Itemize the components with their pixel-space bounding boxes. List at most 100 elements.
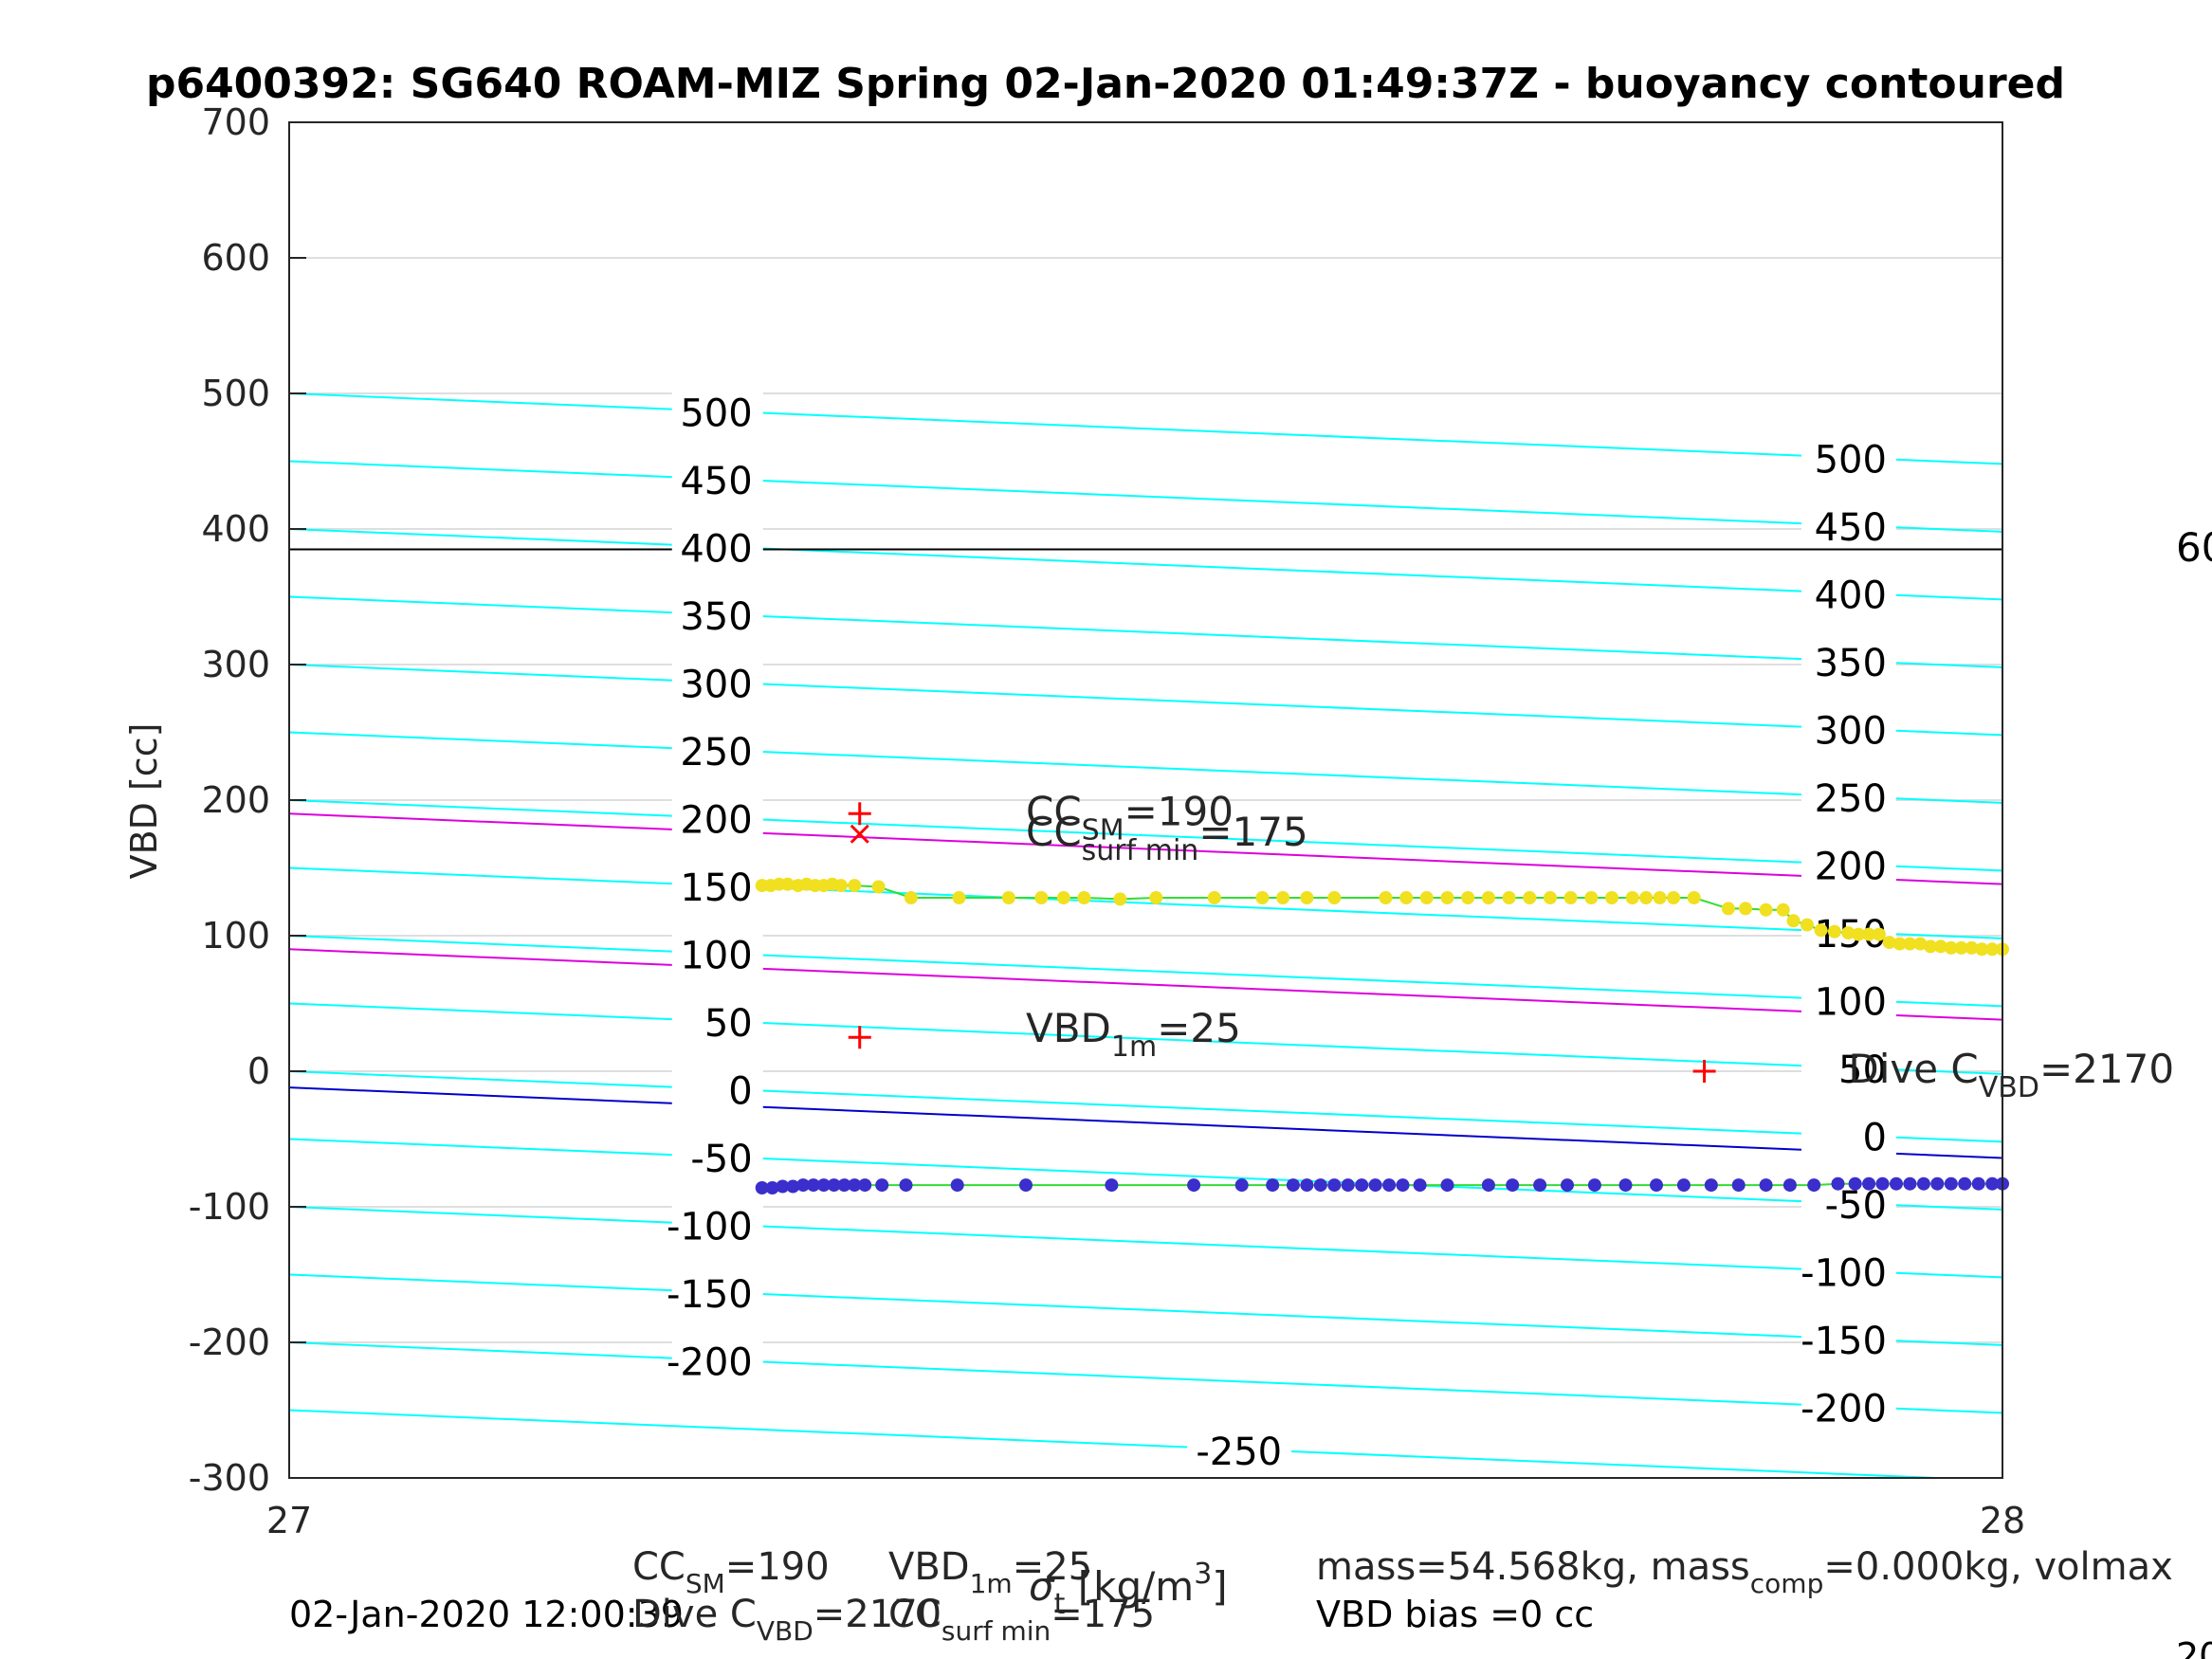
data-points xyxy=(755,877,2009,1194)
y-tick-label-10: 700 xyxy=(201,101,270,143)
data-point-s1-2 xyxy=(776,1179,790,1194)
contour-label-bg-right-4 xyxy=(1801,705,1896,752)
data-point-s0-52 xyxy=(1862,927,1876,941)
reference-lines xyxy=(289,548,2002,1159)
data-point-s0-42 xyxy=(1721,902,1735,916)
data-point-s0-43 xyxy=(1739,902,1752,916)
contour-label-bg-right-3 xyxy=(1801,638,1896,684)
contour-label-bg-right-14 xyxy=(1801,1383,1896,1430)
contour-label-bg-left-11 xyxy=(671,1134,763,1180)
data-point-s1-38 xyxy=(1704,1178,1718,1193)
data-point-s1-37 xyxy=(1676,1178,1691,1193)
contour-label-bg-right-9 xyxy=(1801,1045,1896,1091)
y-tick-label-5: 200 xyxy=(201,779,270,821)
data-point-s0-9 xyxy=(833,879,848,893)
contour-label-left-11: -50 xyxy=(690,1138,752,1181)
contour-label-bg-left-0 xyxy=(671,388,763,434)
contour-label-bg-left-10 xyxy=(671,1066,763,1112)
data-point-s0-40 xyxy=(1667,891,1681,904)
y-tick-label-2: -100 xyxy=(189,1186,270,1228)
data-point-s1-53 xyxy=(1971,1176,1985,1191)
data-point-s0-37 xyxy=(1625,891,1639,904)
contour-label-right-0: 500 xyxy=(1815,439,1887,483)
buoyancy-contours xyxy=(289,392,2002,1478)
contour-label-left-3: 350 xyxy=(680,595,752,639)
contour-label-left-5: 250 xyxy=(680,731,752,775)
data-point-s0-32 xyxy=(1523,891,1537,904)
data-point-s1-20 xyxy=(1300,1178,1314,1193)
contour-label-left-4: 300 xyxy=(680,664,752,707)
y-tick-label-7: 400 xyxy=(201,508,270,550)
data-point-s0-50 xyxy=(1841,926,1856,940)
data-point-s0-30 xyxy=(1481,891,1495,904)
contour-line-0 xyxy=(289,392,2002,465)
data-point-s0-28 xyxy=(1440,891,1454,904)
footer-cc-sm: CCSM=190 xyxy=(632,1545,830,1599)
contour-label-left-9: 50 xyxy=(704,1002,753,1046)
marker-3 xyxy=(1692,1060,1716,1083)
data-point-s0-49 xyxy=(1827,924,1841,939)
data-point-s0-36 xyxy=(1605,891,1618,904)
data-point-s0-16 xyxy=(1056,891,1070,904)
data-point-s1-15 xyxy=(1105,1178,1119,1193)
data-point-s0-54 xyxy=(1882,936,1896,950)
data-point-s0-20 xyxy=(1207,891,1221,904)
data-point-s1-12 xyxy=(899,1178,913,1193)
contour-label-bg-bottom xyxy=(1187,1427,1292,1473)
data-point-s0-44 xyxy=(1759,902,1773,917)
x-tick-label-1: 28 xyxy=(1980,1500,2025,1541)
data-point-s1-28 xyxy=(1413,1178,1427,1193)
data-point-s0-57 xyxy=(1913,937,1928,951)
contour-label-bg-right-1 xyxy=(1801,502,1896,549)
data-point-s1-31 xyxy=(1506,1178,1520,1193)
data-point-s1-0 xyxy=(755,1181,769,1194)
contour-line-4 xyxy=(289,664,2002,737)
contour-label-left-14: -200 xyxy=(667,1341,753,1385)
data-point-s1-21 xyxy=(1313,1178,1327,1193)
data-point-s0-10 xyxy=(848,879,862,893)
data-point-s0-46 xyxy=(1786,914,1801,928)
x-axis-label: σt [kg/m3] xyxy=(1029,1558,1228,1621)
data-point-s1-34 xyxy=(1587,1178,1601,1193)
contour-label-bg-left-2 xyxy=(671,523,763,570)
data-point-s1-39 xyxy=(1731,1178,1746,1193)
ref-line-2 xyxy=(289,948,2002,1021)
contour-line-14 xyxy=(289,1341,2002,1414)
data-point-s1-8 xyxy=(837,1178,851,1193)
marker-0 xyxy=(848,802,871,826)
data-point-s1-48 xyxy=(1903,1176,1917,1191)
footer-vbd-1m: VBD1m=25 xyxy=(888,1545,1092,1599)
footer-mass: mass=54.568kg, masscomp=0.000kg, volmax xyxy=(1316,1545,2173,1599)
data-point-s1-1 xyxy=(765,1181,779,1194)
data-point-s0-25 xyxy=(1379,891,1393,904)
marker-1-b xyxy=(850,824,869,844)
data-point-s1-43 xyxy=(1831,1176,1845,1191)
contour-label-left-0: 500 xyxy=(680,392,752,436)
contour-line-12 xyxy=(289,1206,2002,1279)
contour-label-bg-right-10 xyxy=(1801,1112,1896,1158)
data-point-s1-44 xyxy=(1848,1176,1862,1191)
data-point-s0-13 xyxy=(952,891,966,904)
contour-label-left-10: 0 xyxy=(728,1070,752,1114)
annotation-cc-surf-min: CCsurf min=175 xyxy=(1026,809,1308,867)
ref-line-3 xyxy=(289,1086,2002,1159)
contour-labels: 500450400350300250200150100500-50-100-15… xyxy=(667,388,1896,1474)
contour-line-13 xyxy=(289,1273,2002,1346)
data-point-s1-24 xyxy=(1355,1178,1369,1193)
data-point-s0-41 xyxy=(1687,891,1701,904)
data-point-s1-11 xyxy=(875,1178,889,1193)
data-point-s1-40 xyxy=(1759,1178,1773,1193)
data-point-s1-9 xyxy=(848,1178,862,1193)
data-point-s0-53 xyxy=(1872,927,1886,941)
contour-line-1 xyxy=(289,460,2002,533)
annotation-dive-c-vbd: Dive CVBD=2170 xyxy=(1848,1046,2174,1104)
contour-label-bg-left-9 xyxy=(671,998,763,1045)
contour-line-6 xyxy=(289,799,2002,872)
marker-1 xyxy=(850,824,869,844)
y-tick-label-0: -300 xyxy=(189,1457,270,1499)
data-point-s0-60 xyxy=(1944,940,1958,955)
contour-label-bg-left-1 xyxy=(671,456,763,502)
